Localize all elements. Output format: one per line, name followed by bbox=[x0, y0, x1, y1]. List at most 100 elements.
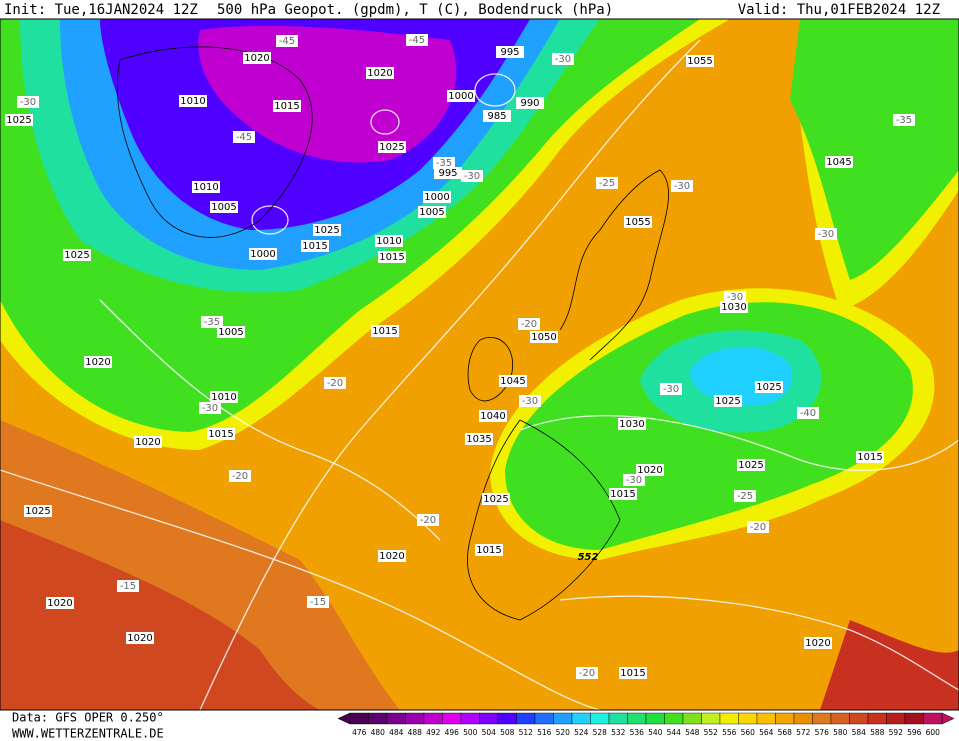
pressure-label: 1015 bbox=[620, 668, 645, 679]
temperature-label: -30 bbox=[20, 97, 36, 108]
colorbar-label: 532 bbox=[611, 728, 626, 737]
colorbar-swatch bbox=[553, 712, 573, 725]
colorbar-label: 556 bbox=[722, 728, 737, 737]
pressure-label-box bbox=[134, 436, 162, 448]
pressure-label: 1055 bbox=[687, 56, 712, 67]
colorbar-label: 496 bbox=[445, 728, 460, 737]
colorbar-label: 516 bbox=[537, 728, 552, 737]
pressure-label: 1020 bbox=[127, 633, 152, 644]
colorbar-label: 596 bbox=[907, 728, 922, 737]
data-source: Data: GFS OPER 0.250° bbox=[12, 711, 164, 725]
temperature-label: -35 bbox=[896, 115, 912, 126]
pressure-label-box bbox=[63, 249, 91, 261]
pressure-label-box bbox=[192, 181, 220, 193]
pressure-label: 1050 bbox=[531, 332, 556, 343]
temperature-label-box bbox=[734, 490, 756, 502]
colorbar-swatch bbox=[664, 712, 684, 725]
temperature-label-box bbox=[229, 470, 251, 482]
colorbar-swatch bbox=[886, 712, 906, 725]
pressure-label-box bbox=[499, 375, 527, 387]
colorbar-label: 484 bbox=[389, 728, 404, 737]
field-hot-se bbox=[820, 620, 959, 710]
temperature-label: -35 bbox=[436, 158, 452, 169]
coastlines bbox=[117, 46, 669, 621]
pressure-label-box bbox=[619, 667, 647, 679]
pressure-label-box bbox=[804, 637, 832, 649]
temperature-label-box bbox=[797, 407, 819, 419]
pressure-label: 1005 bbox=[218, 327, 243, 338]
colorbar-swatch bbox=[867, 712, 887, 725]
colorbar-label: 492 bbox=[426, 728, 441, 737]
temperature-label: -30 bbox=[818, 229, 834, 240]
pressure-label: 995 bbox=[500, 47, 519, 58]
temperature-label: -25 bbox=[737, 491, 753, 502]
temperature-label: -30 bbox=[522, 396, 538, 407]
pressure-label-box bbox=[483, 110, 511, 122]
colorbar-label: 544 bbox=[667, 728, 682, 737]
pressure-label-box bbox=[609, 488, 637, 500]
temperature-label-box bbox=[724, 291, 746, 303]
colorbar-swatch bbox=[923, 712, 943, 725]
pressure-label-box bbox=[5, 114, 33, 126]
pressure-label-box bbox=[516, 97, 544, 109]
colorbar-swatch bbox=[386, 712, 406, 725]
field-green-ne bbox=[790, 19, 959, 280]
colorbar-swatch bbox=[701, 712, 721, 725]
colorbar-label: 588 bbox=[870, 728, 885, 737]
temperature-label: -30 bbox=[663, 384, 679, 395]
colorbar-swatch bbox=[608, 712, 628, 725]
colorbar-label: 528 bbox=[593, 728, 608, 737]
field-hot bbox=[0, 520, 320, 710]
pressure-label: 1025 bbox=[25, 506, 50, 517]
temperature-label-box bbox=[417, 514, 439, 526]
pressure-label-box bbox=[179, 95, 207, 107]
colorbar-label: 524 bbox=[574, 728, 589, 737]
temperature-label-box bbox=[747, 521, 769, 533]
pressure-label: 1010 bbox=[211, 392, 236, 403]
pressure-label-box bbox=[210, 201, 238, 213]
pressure-label: 1030 bbox=[619, 419, 644, 430]
pressure-label-box bbox=[243, 52, 271, 64]
temperature-label-box bbox=[324, 377, 346, 389]
pressure-label-box bbox=[46, 597, 74, 609]
pressure-label-box bbox=[714, 395, 742, 407]
pressure-label-box bbox=[418, 206, 446, 218]
colorbar-label: 480 bbox=[371, 728, 386, 737]
colorbar-label: 580 bbox=[833, 728, 848, 737]
colorbar-label: 476 bbox=[352, 728, 367, 737]
pressure-label-box bbox=[375, 235, 403, 247]
colorbar-label: 592 bbox=[889, 728, 904, 737]
pressure-label: 995 bbox=[438, 168, 457, 179]
temperature-label-box bbox=[671, 180, 693, 192]
map-title: 500 hPa Geopot. (gpdm), T (C), Bodendruc… bbox=[217, 2, 613, 18]
init-time: Init: Tue,16JAN2024 12Z bbox=[4, 2, 198, 18]
pressure-label-box bbox=[423, 191, 451, 203]
colorbar-swatch bbox=[460, 712, 480, 725]
pressure-label: 1015 bbox=[302, 241, 327, 252]
temperature-label: -30 bbox=[555, 54, 571, 65]
colorbar-swatch bbox=[756, 712, 776, 725]
pressure-label: 1020 bbox=[637, 465, 662, 476]
pressure-label-box bbox=[720, 301, 748, 313]
pressure-label-box bbox=[273, 100, 301, 112]
pressure-label: 1015 bbox=[857, 452, 882, 463]
colorbar-label: 520 bbox=[556, 728, 571, 737]
pressure-label-box bbox=[249, 248, 277, 260]
pressure-label-box bbox=[856, 451, 884, 463]
temperature-label-box bbox=[623, 474, 645, 486]
colorbar-swatch bbox=[719, 712, 739, 725]
colorbar-swatch bbox=[534, 712, 554, 725]
pressure-label: 1020 bbox=[135, 437, 160, 448]
colorbar-label: 576 bbox=[815, 728, 830, 737]
pressure-label-box bbox=[755, 381, 783, 393]
temperature-label: -25 bbox=[599, 178, 615, 189]
colorbar-label: 572 bbox=[796, 728, 811, 737]
valid-time: Valid: Thu,01FEB2024 12Z bbox=[738, 2, 940, 18]
pressure-label-box bbox=[84, 356, 112, 368]
map-field bbox=[0, 19, 959, 710]
colorbar-swatch bbox=[849, 712, 869, 725]
pressure-label: 1000 bbox=[424, 192, 449, 203]
pressure-label: 1020 bbox=[805, 638, 830, 649]
temperature-label-box bbox=[233, 131, 255, 143]
